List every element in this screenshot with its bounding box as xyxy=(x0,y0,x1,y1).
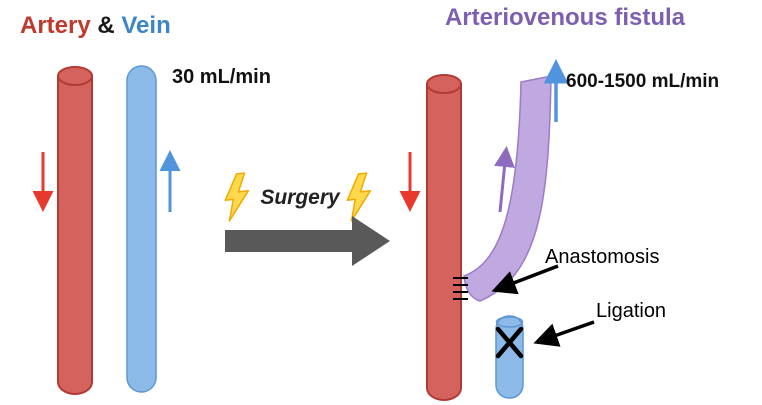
ligation-pointer-arrow xyxy=(533,320,595,347)
ligation-x-mark xyxy=(495,326,524,359)
suture-marks xyxy=(453,277,468,300)
fistula-flow-up-arrow xyxy=(494,146,515,213)
artery-left xyxy=(57,66,93,395)
fistula-vessel xyxy=(463,75,552,302)
anastomosis-pointer-arrow xyxy=(491,264,559,295)
vein-left xyxy=(126,65,157,393)
fistula-title: Arteriovenous fistula xyxy=(444,4,686,31)
lightning-bolt-icon xyxy=(224,172,250,222)
ampersand: & xyxy=(90,12,122,39)
ligation-label: Ligation xyxy=(596,300,667,322)
fistula-flow-label: 600-1500 mL/min xyxy=(566,71,720,92)
artery-right xyxy=(426,74,462,401)
lightning-bolt-icon xyxy=(346,172,372,222)
baseline-flow-label: 30 mL/min xyxy=(172,66,271,88)
surgery-label: Surgery xyxy=(260,186,340,209)
vein-title-word: Vein xyxy=(121,12,171,39)
artery-title-word: Artery xyxy=(20,12,91,39)
anastomosis-label: Anastomosis xyxy=(545,246,660,268)
left-panel-title: Artery & Vein xyxy=(20,12,171,40)
surgery-transition-arrow xyxy=(225,216,390,266)
